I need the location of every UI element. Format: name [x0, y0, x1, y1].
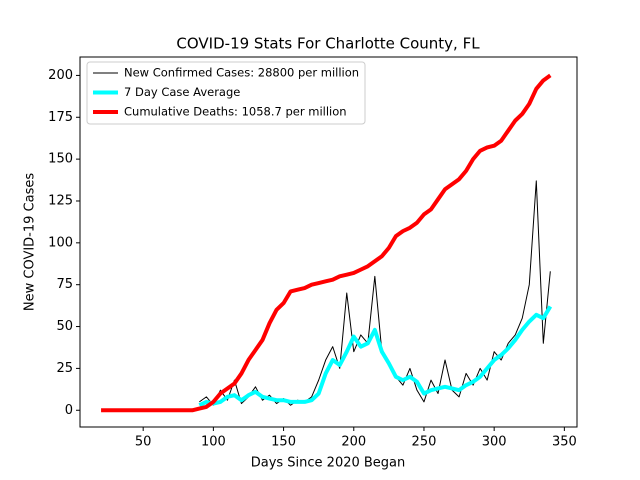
y-tick-label: 200 [48, 68, 73, 83]
x-tick-label: 50 [135, 435, 152, 450]
y-tick-label: 0 [65, 403, 73, 418]
x-axis-label: Days Since 2020 Began [251, 456, 406, 471]
series-line [198, 305, 553, 408]
legend-text: Cumulative Deaths: 1058.7 per million [124, 105, 347, 119]
y-tick-label: 175 [48, 110, 73, 125]
legend-text: New Confirmed Cases: 28800 per million [124, 66, 359, 80]
x-tick-label: 200 [341, 435, 366, 450]
x-tick-label: 300 [482, 435, 507, 450]
y-tick-label: 150 [48, 152, 73, 167]
y-axis-label: New COVID-19 Cases [23, 173, 38, 311]
series-line [101, 73, 552, 413]
y-tick-label: 25 [56, 361, 73, 376]
y-tick-label: 125 [48, 193, 73, 208]
chart-title: COVID-19 Stats For Charlotte County, FL [176, 35, 480, 53]
x-tick-label: 250 [412, 435, 437, 450]
y-tick-label: 75 [56, 277, 73, 292]
y-tick-label: 100 [48, 235, 73, 250]
plot-frame [79, 56, 578, 428]
x-tick-label: 150 [271, 435, 296, 450]
x-tick-label: 350 [552, 435, 577, 450]
legend-text: 7 Day Case Average [124, 85, 240, 99]
x-tick-label: 100 [201, 435, 226, 450]
y-tick-label: 50 [56, 319, 73, 334]
legend-box [86, 61, 366, 125]
